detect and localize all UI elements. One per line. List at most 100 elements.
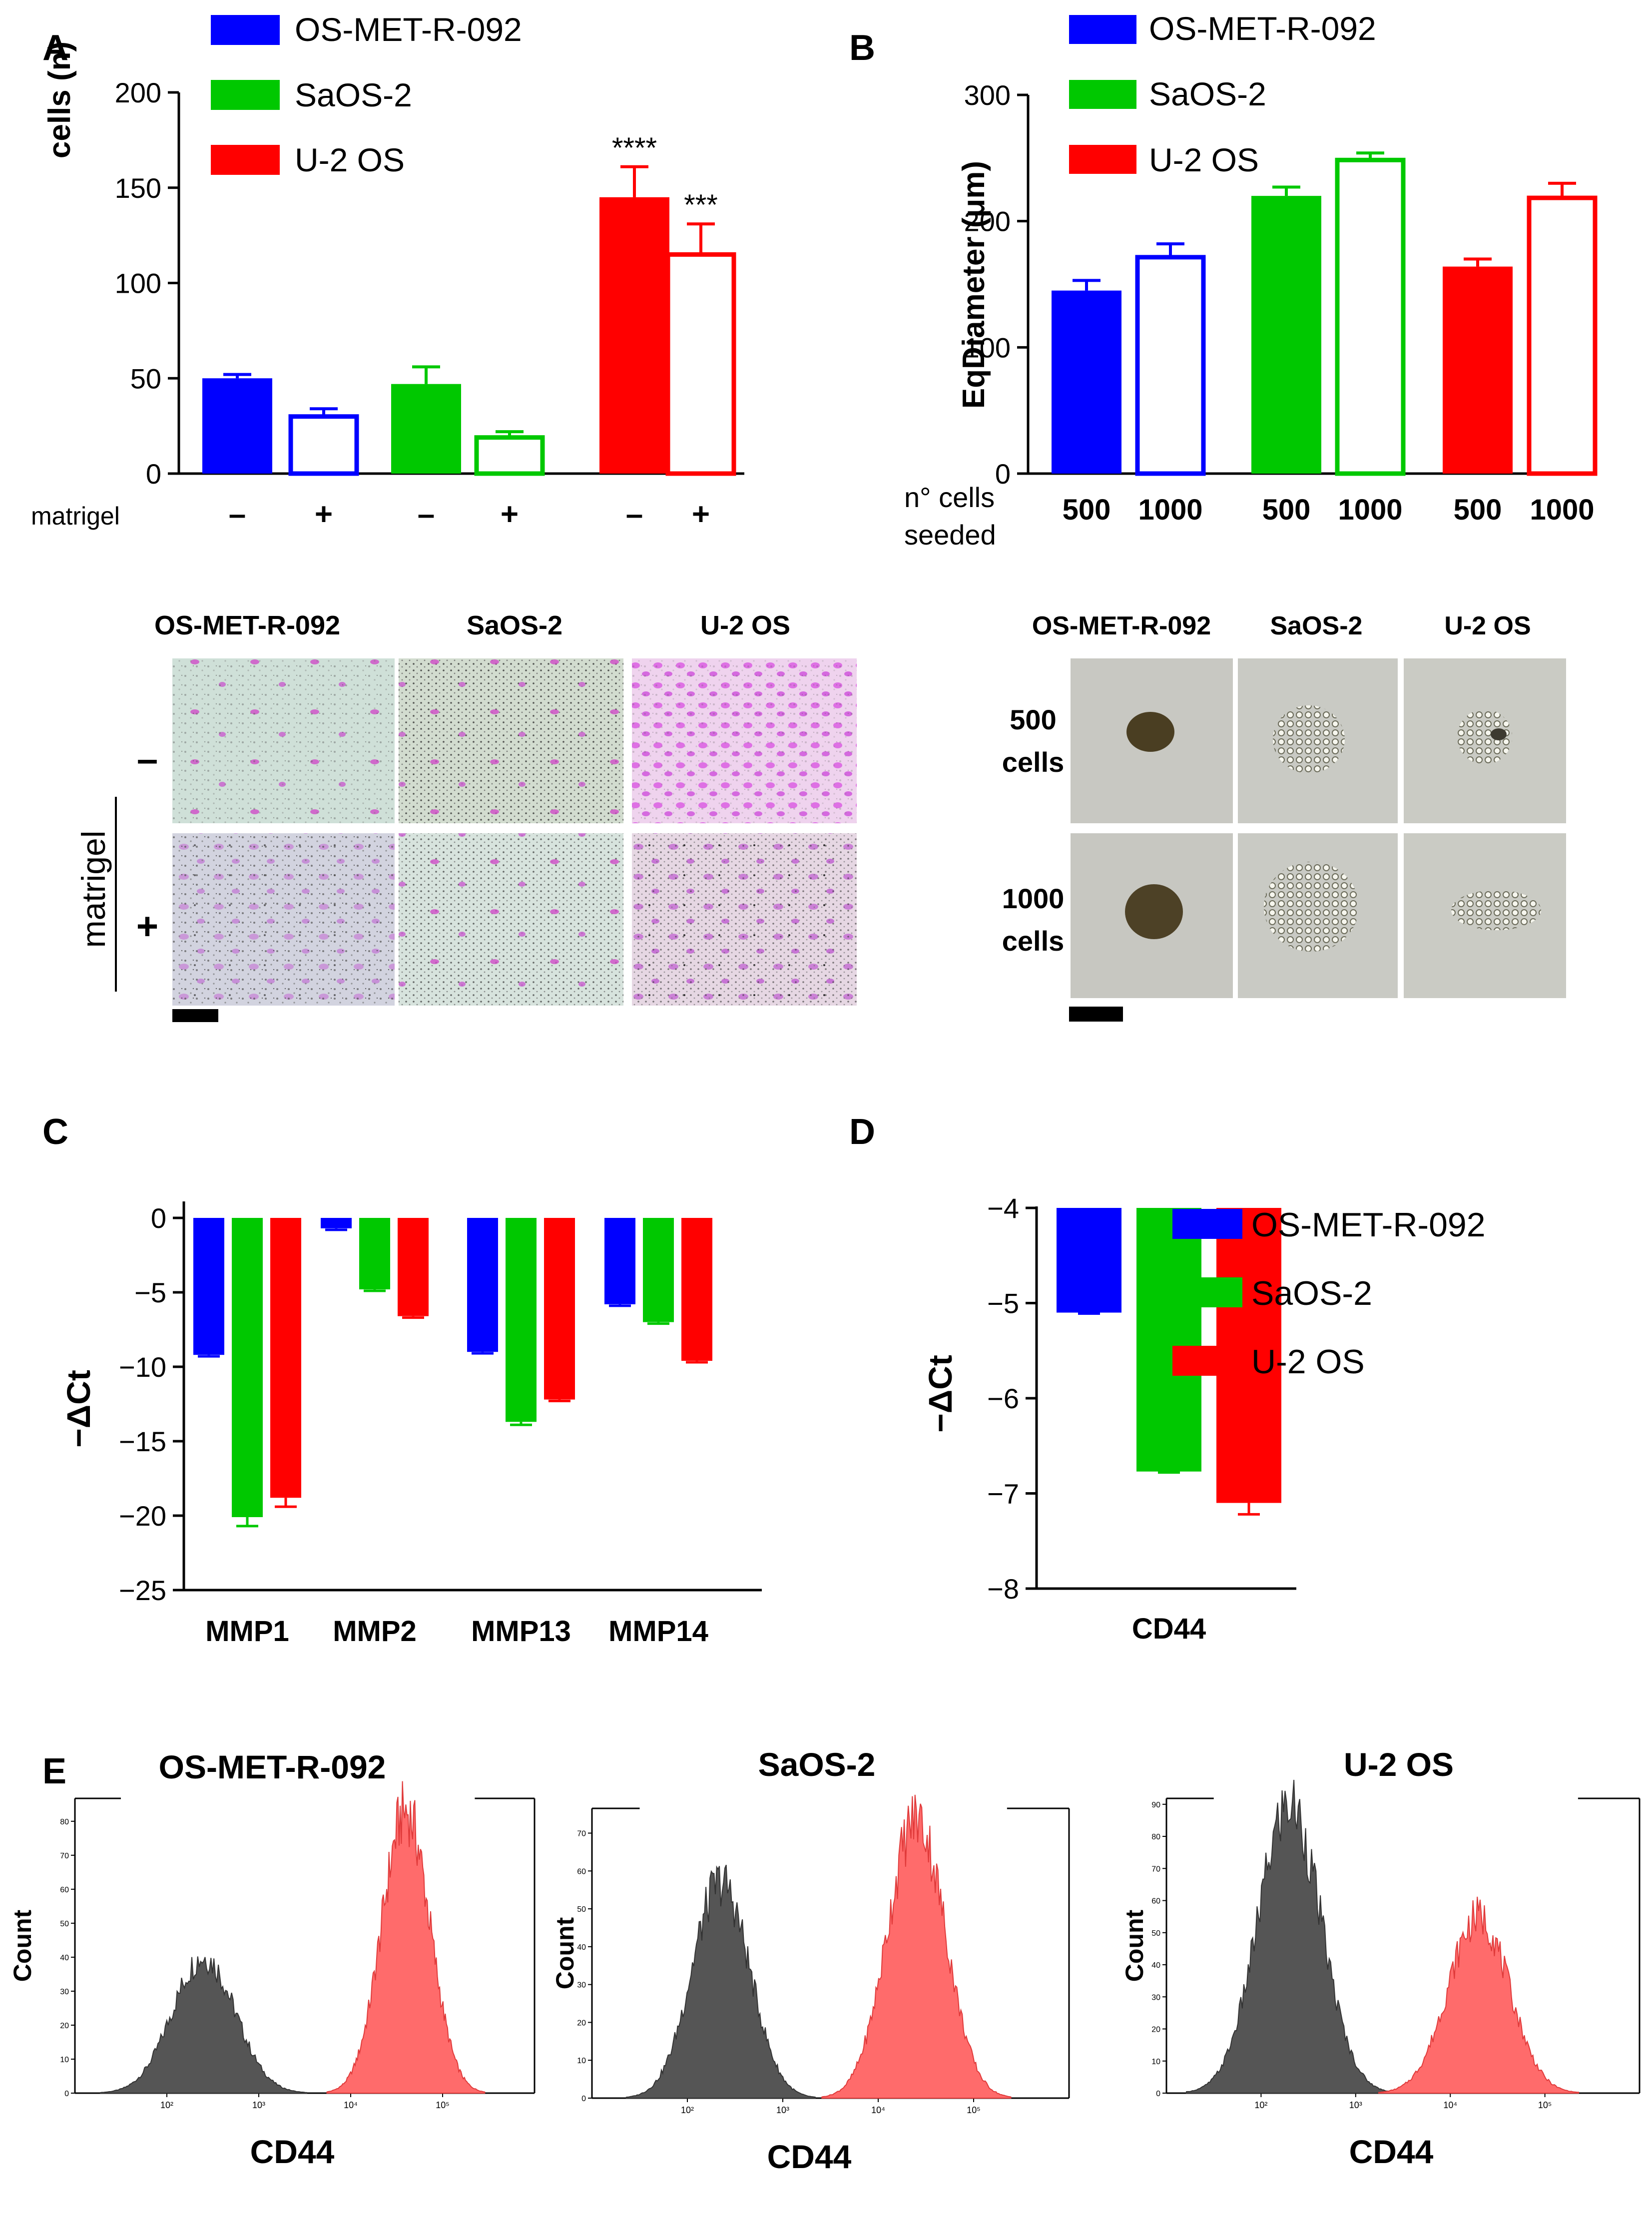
y-tick-label: −20 xyxy=(119,1500,166,1532)
y-tick-label: 0 xyxy=(581,2095,586,2103)
bar xyxy=(604,1218,635,1304)
legend-a-label-u2os: U-2 OS xyxy=(295,141,405,178)
invasion-side-label: matrigel xyxy=(75,831,112,948)
spheroid-row2-line1: 1000 xyxy=(1002,883,1065,914)
histogram-ylabel: Count xyxy=(551,1917,579,1989)
invasion-col-label-osmet: OS-MET-R-092 xyxy=(154,610,340,640)
invasion-col-label-u2os: U-2 OS xyxy=(700,610,790,640)
histogram-cd44 xyxy=(326,1781,486,2094)
legend-b-label-u2os: U-2 OS xyxy=(1149,141,1259,178)
bar xyxy=(391,384,461,474)
bar xyxy=(321,1218,352,1228)
legend-b-swatch-saos xyxy=(1069,80,1136,109)
spheroid-micrographs: OS-MET-R-092 SaOS-2 U-2 OS 500 cells 100… xyxy=(1002,611,1566,1022)
legend-d-label-u2os: U-2 OS xyxy=(1251,1343,1365,1381)
legend-a-swatch-u2os xyxy=(211,145,280,175)
panel-c-ylabel: −ΔCt xyxy=(60,1370,97,1448)
x-tick-label: 10⁴ xyxy=(344,2100,358,2110)
legend-d-label-saos: SaOS-2 xyxy=(1251,1274,1372,1312)
legend-b-label-osmet: OS-MET-R-092 xyxy=(1149,10,1376,47)
y-tick-label: 70 xyxy=(577,1829,586,1838)
panel-a-legend: OS-MET-R-092 SaOS-2 U-2 OS xyxy=(211,11,522,178)
bar-open xyxy=(474,435,545,476)
invasion-micrograph-osmet-minus xyxy=(172,658,395,823)
spheroid-osmet-500 xyxy=(1071,658,1233,823)
bar xyxy=(643,1218,674,1322)
x-tick-label: 10² xyxy=(1254,2100,1267,2110)
invasion-micrograph-saos-minus xyxy=(399,658,623,823)
category-label: MMP2 xyxy=(333,1615,417,1648)
y-tick-label: 50 xyxy=(60,1920,69,1928)
panel-d-legend: OS-MET-R-092 SaOS-2 U-2 OS xyxy=(1172,1206,1486,1381)
category-label: MMP14 xyxy=(608,1615,708,1648)
x-tick-label: 10³ xyxy=(252,2100,265,2110)
spheroid-row1-line1: 500 xyxy=(1010,704,1056,735)
histogram-xlabel: CD44 xyxy=(1349,2133,1434,2170)
y-tick-label: 50 xyxy=(577,1905,586,1914)
panel-b-letter: B xyxy=(849,28,875,68)
spheroid-scale-bar xyxy=(1069,1007,1123,1022)
y-tick-label: −10 xyxy=(119,1351,166,1383)
y-tick-label: −6 xyxy=(987,1383,1019,1414)
legend-a-label-osmet: OS-MET-R-092 xyxy=(295,11,522,48)
y-tick-label: 70 xyxy=(1151,1865,1160,1873)
x-tick-label: 10⁵ xyxy=(436,2100,449,2110)
histogram-title: OS-MET-R-092 xyxy=(159,1748,386,1785)
bar xyxy=(1052,290,1121,474)
spheroid-u2os-1000 xyxy=(1404,833,1566,998)
bar xyxy=(506,1218,537,1422)
spheroid-saos-1000 xyxy=(1238,833,1398,998)
condition-label: 500 xyxy=(1262,494,1311,526)
bar-open xyxy=(1527,195,1598,476)
y-tick-label: 0 xyxy=(146,458,161,490)
panel-c-letter: C xyxy=(42,1112,68,1152)
y-tick-label: 10 xyxy=(60,2056,69,2064)
y-tick-label: −4 xyxy=(987,1192,1019,1224)
y-tick-label: 150 xyxy=(115,172,161,204)
panel-d-ylabel: −ΔCt xyxy=(922,1355,959,1433)
histogram-xlabel: CD44 xyxy=(250,2133,335,2170)
y-tick-label: 200 xyxy=(964,206,1011,237)
legend-a-swatch-saos xyxy=(211,80,280,110)
invasion-micrograph-osmet-plus xyxy=(172,833,395,1006)
histogram-cd44 xyxy=(821,1794,1012,2099)
y-tick-label: 90 xyxy=(1151,1801,1160,1809)
legend-b-swatch-u2os xyxy=(1069,145,1136,174)
panel-d-letter: D xyxy=(849,1112,875,1152)
spheroid-saos-500 xyxy=(1238,658,1398,823)
invasion-micrographs: OS-MET-R-092 SaOS-2 U-2 OS xyxy=(75,610,857,1022)
bar-open xyxy=(665,252,736,476)
condition-label: + xyxy=(692,497,710,532)
bar xyxy=(398,1218,429,1316)
panel-d-chart: D −ΔCt −4 −5 −6 −7 −8 CD44 OS-MET-R-092 SaOS… xyxy=(849,1112,1486,1645)
y-tick-label: 20 xyxy=(577,2019,586,2027)
y-tick-label: 300 xyxy=(964,79,1011,111)
histogram-ylabel: Count xyxy=(8,1909,36,1982)
histogram-cd44 xyxy=(1378,1896,1580,2094)
bar xyxy=(232,1218,263,1517)
invasion-row-label-plus: + xyxy=(136,905,158,948)
condition-label: – xyxy=(418,497,435,532)
legend-d-swatch-osmet xyxy=(1172,1209,1242,1239)
legend-a-swatch-osmet xyxy=(211,15,280,45)
panel-b-legend: OS-MET-R-092 SaOS-2 U-2 OS xyxy=(1069,10,1376,178)
legend-b-label-saos: SaOS-2 xyxy=(1149,75,1266,112)
legend-d-swatch-saos xyxy=(1172,1277,1242,1307)
y-tick-label: 100 xyxy=(964,332,1011,363)
bar xyxy=(467,1218,498,1352)
x-tick-label: 10² xyxy=(681,2105,694,2115)
bar xyxy=(1057,1208,1121,1313)
panel-a-ylabel: cells (n) xyxy=(42,41,77,158)
y-tick-label: −7 xyxy=(987,1478,1019,1510)
panel-e-letter: E xyxy=(42,1751,66,1791)
y-tick-label: 200 xyxy=(115,77,161,108)
significance-label: **** xyxy=(612,132,657,164)
bar-open xyxy=(288,414,359,476)
panel-a-letter: A xyxy=(42,28,68,68)
spheroid-row2-line2: cells xyxy=(1002,925,1065,957)
condition-label: + xyxy=(315,497,333,532)
y-tick-label: 0 xyxy=(64,2090,69,2098)
bar xyxy=(544,1218,575,1400)
y-tick-label: −8 xyxy=(987,1573,1019,1605)
histogram-xlabel: CD44 xyxy=(767,2138,852,2175)
